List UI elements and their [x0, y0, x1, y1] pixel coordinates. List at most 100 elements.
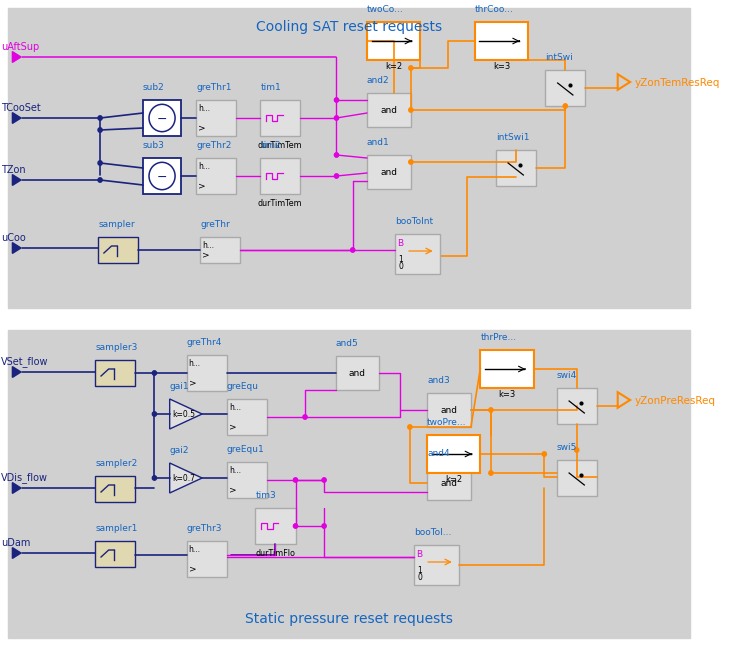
Text: sampler: sampler: [98, 220, 135, 229]
Circle shape: [294, 478, 298, 482]
Text: and: and: [441, 406, 458, 415]
Text: 0: 0: [398, 262, 403, 271]
Text: k=3: k=3: [493, 61, 510, 70]
Circle shape: [563, 104, 567, 108]
Circle shape: [335, 116, 339, 120]
Text: TCooSet: TCooSet: [1, 103, 41, 113]
Circle shape: [575, 448, 579, 452]
Bar: [143, 158, 181, 194]
Circle shape: [98, 116, 102, 120]
Text: uDam: uDam: [1, 538, 30, 548]
Circle shape: [152, 412, 157, 416]
Text: 1: 1: [417, 566, 422, 575]
Text: greThr3: greThr3: [187, 524, 223, 533]
Text: gai1: gai1: [170, 382, 190, 391]
Text: VSet_flow: VSet_flow: [1, 357, 48, 368]
Bar: [196, 158, 236, 194]
Text: k=0.7: k=0.7: [173, 474, 195, 483]
Text: thrCoo...: thrCoo...: [475, 5, 514, 14]
Circle shape: [408, 108, 413, 112]
Text: and: and: [349, 368, 366, 377]
Polygon shape: [12, 243, 21, 253]
Circle shape: [408, 425, 412, 429]
Bar: [475, 22, 528, 60]
Text: Static pressure reset requests: Static pressure reset requests: [245, 612, 453, 626]
Bar: [496, 150, 536, 186]
Circle shape: [322, 524, 326, 528]
Bar: [196, 100, 236, 136]
Text: and: and: [381, 167, 397, 176]
Text: 0: 0: [417, 573, 422, 582]
Text: B: B: [417, 550, 422, 559]
Text: durTimFlo: durTimFlo: [255, 548, 296, 557]
Text: sub3: sub3: [143, 141, 165, 150]
Polygon shape: [12, 483, 21, 494]
Text: >: >: [189, 378, 196, 387]
Bar: [367, 155, 411, 189]
Text: k=2: k=2: [445, 475, 463, 483]
Text: >: >: [202, 250, 209, 259]
Text: −: −: [157, 171, 168, 183]
Text: and3: and3: [427, 376, 449, 385]
Polygon shape: [170, 399, 202, 429]
Text: yZonTemResReq: yZonTemResReq: [635, 78, 720, 88]
Circle shape: [489, 471, 493, 475]
Bar: [187, 541, 227, 577]
Text: yZonPreResReq: yZonPreResReq: [635, 396, 716, 406]
Bar: [98, 237, 138, 263]
Polygon shape: [12, 52, 21, 63]
Polygon shape: [12, 112, 21, 123]
Text: greThr4: greThr4: [187, 338, 223, 347]
Text: booTol...: booTol...: [414, 528, 451, 537]
Circle shape: [335, 98, 339, 102]
Text: tim1: tim1: [261, 83, 281, 92]
Text: h...: h...: [189, 545, 201, 554]
Circle shape: [152, 476, 157, 480]
Bar: [261, 100, 300, 136]
Circle shape: [542, 452, 546, 456]
Bar: [480, 350, 534, 388]
Text: booToInt: booToInt: [395, 217, 433, 226]
Circle shape: [149, 104, 175, 132]
Text: >: >: [229, 422, 236, 431]
Text: tim2: tim2: [261, 141, 281, 150]
Bar: [200, 237, 240, 263]
Polygon shape: [12, 366, 21, 377]
Text: h...: h...: [189, 359, 201, 368]
Bar: [261, 158, 300, 194]
Text: gai2: gai2: [170, 446, 189, 455]
Bar: [95, 476, 135, 502]
Text: greThr2: greThr2: [196, 141, 232, 150]
Text: and: and: [381, 105, 397, 114]
Bar: [545, 70, 586, 106]
Text: B: B: [397, 239, 403, 248]
Text: h...: h...: [198, 162, 210, 171]
Text: intSwi1: intSwi1: [496, 133, 529, 142]
Bar: [7, 330, 690, 638]
Bar: [143, 100, 181, 136]
Text: sampler2: sampler2: [95, 459, 138, 468]
Text: durTimTem: durTimTem: [258, 140, 302, 149]
Bar: [227, 462, 267, 498]
Text: intSwi: intSwi: [545, 53, 573, 62]
Bar: [95, 541, 135, 567]
Circle shape: [335, 174, 339, 178]
Circle shape: [408, 66, 413, 70]
Bar: [187, 355, 227, 391]
Circle shape: [98, 161, 102, 165]
Bar: [557, 388, 597, 424]
Text: sub2: sub2: [143, 83, 165, 92]
Text: h...: h...: [229, 466, 241, 475]
Text: h...: h...: [198, 104, 210, 113]
Bar: [367, 22, 420, 60]
Text: h...: h...: [229, 403, 241, 412]
Text: k=2: k=2: [385, 61, 403, 70]
Circle shape: [408, 160, 413, 164]
Bar: [367, 93, 411, 127]
Bar: [427, 435, 480, 473]
Text: sampler3: sampler3: [95, 343, 138, 352]
Text: and4: and4: [427, 449, 449, 458]
Bar: [427, 393, 471, 427]
Text: TZon: TZon: [1, 165, 26, 175]
Circle shape: [489, 408, 493, 412]
